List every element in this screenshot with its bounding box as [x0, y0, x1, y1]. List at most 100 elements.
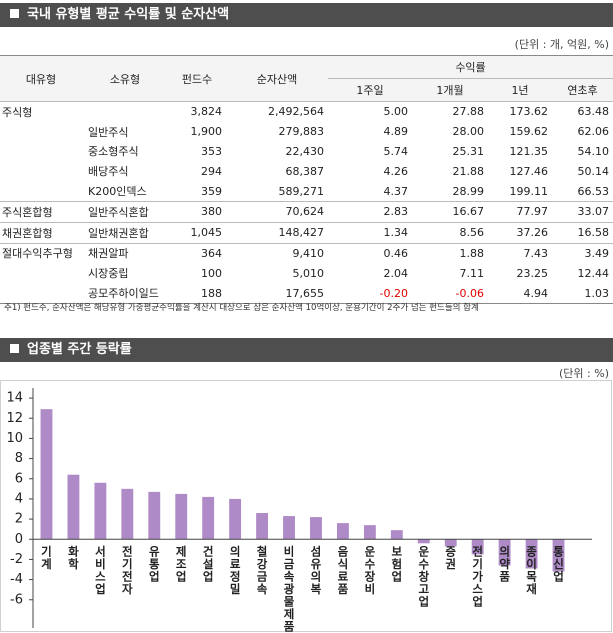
- value-cell: 25.31: [452, 144, 485, 158]
- bar: [121, 488, 134, 540]
- x-tick-label: 종이목재: [525, 545, 539, 595]
- value-cell: 23.25: [516, 266, 549, 280]
- column-header: 연초후: [552, 78, 613, 102]
- value-cell: 1,045: [168, 221, 226, 244]
- y-tick-label: 6: [15, 471, 23, 486]
- value-cell: 5.74: [383, 144, 409, 158]
- column-header: 1개월: [412, 78, 488, 102]
- x-tick-label: 철강금속: [255, 544, 269, 595]
- subtype-cell: [82, 100, 168, 122]
- y-tick-label: 12: [6, 411, 23, 426]
- y-tick-label: 4: [15, 491, 23, 506]
- subtype-cell: 중소형주식: [88, 145, 139, 159]
- y-tick-label: 8: [15, 451, 23, 466]
- value-cell: 127.46: [509, 164, 549, 178]
- footnote: 주1) 펀드수, 순자산액은 해당유형 가중평균수익률을 계산시 대상으로 삼은…: [4, 303, 479, 313]
- value-cell: 12.44: [577, 266, 610, 280]
- bar: [40, 409, 53, 540]
- x-tick-label: 화학: [66, 544, 80, 570]
- value-cell: 17,655: [226, 283, 328, 304]
- x-tick-label: 운수장비: [363, 545, 377, 595]
- unit-label: (단위 : %): [559, 367, 609, 380]
- value-cell: 66.53: [577, 184, 610, 198]
- value-cell: 1,900: [190, 125, 223, 139]
- value-cell: 121.35: [509, 144, 549, 158]
- returns-table: 대유형 소유형 펀드수 순자산액 수익률 1주일 1개월 1년 연초후 주식형 3…: [0, 55, 613, 304]
- bar: [552, 539, 565, 572]
- value-cell: 9,410: [226, 242, 328, 264]
- value-cell: 62.06: [577, 125, 610, 139]
- value-cell: 5,010: [292, 266, 325, 280]
- unit-label: (단위 : 개, 억원, %): [514, 38, 609, 51]
- value-cell: 159.62: [509, 125, 549, 139]
- bar: [363, 525, 376, 540]
- value-cell: 27.88: [412, 100, 488, 122]
- value-cell: 33.07: [552, 200, 613, 223]
- bar: [148, 491, 161, 540]
- column-header: 대유형: [0, 55, 82, 102]
- value-cell: 2.04: [383, 266, 409, 280]
- value-cell: 364: [168, 242, 226, 264]
- value-cell: 3,824: [168, 100, 226, 122]
- column-header: 소유형: [82, 55, 168, 102]
- value-cell: 77.97: [488, 200, 552, 223]
- value-cell: -0.20: [328, 283, 412, 304]
- bar: [256, 513, 269, 540]
- x-tick-label: 보험업: [390, 545, 404, 583]
- subtype-cell: 채권알파: [82, 242, 168, 264]
- y-tick-label: 10: [6, 431, 23, 446]
- value-cell: 50.14: [577, 164, 610, 178]
- column-header: 1주일: [328, 78, 412, 102]
- column-group-header: 수익률: [328, 55, 613, 79]
- value-cell: 2.83: [328, 200, 412, 223]
- bar: [525, 539, 538, 569]
- value-cell: 54.10: [577, 144, 610, 158]
- value-cell: 188: [168, 283, 226, 304]
- bar: [444, 539, 457, 547]
- bar: [498, 539, 511, 566]
- category-cell: [0, 181, 82, 201]
- x-tick-label: 섬유의복: [309, 544, 323, 595]
- value-cell: 37.26: [488, 221, 552, 244]
- column-header: 1년: [488, 78, 552, 102]
- value-cell: 68,387: [285, 164, 325, 178]
- category-cell: [0, 142, 82, 162]
- category-cell: [0, 122, 82, 142]
- subtype-cell: K200인덱스: [88, 185, 147, 199]
- bar: [67, 474, 80, 540]
- table-row: 일반주식 1,900 279,883 4.89 28.00 159.62 62.06: [0, 122, 613, 142]
- section-header: 국내 유형별 평균 수익률 및 순자산액: [0, 3, 613, 27]
- table-row: 주식혼합형 일반주식혼합 380 70,624 2.83 16.67 77.97 33.07: [0, 200, 613, 223]
- x-tick-label: 의약품: [498, 544, 512, 582]
- category-cell: [0, 263, 82, 283]
- section-title: 업종별 주간 등락률: [27, 342, 132, 357]
- value-cell: 28.00: [452, 125, 485, 139]
- table-row: 절대수익추구형 채권알파 364 9,410 0.46 1.88 7.43 3.49: [0, 242, 613, 264]
- category-cell: [0, 283, 82, 304]
- chart-frame: [0, 380, 612, 632]
- bar: [417, 539, 430, 544]
- value-cell: 380: [168, 200, 226, 223]
- subtype-cell: 일반주식: [88, 125, 129, 139]
- table-row: 시장중립 100 5,010 2.04 7.11 23.25 12.44: [0, 263, 613, 283]
- value-cell: 359: [201, 184, 222, 198]
- value-cell: 7.11: [459, 266, 485, 280]
- value-cell: 173.62: [488, 100, 552, 122]
- value-cell: 4.89: [383, 125, 409, 139]
- value-cell: 8.56: [412, 221, 488, 244]
- table-row: 공모주하이일드 188 17,655 -0.20 -0.06 4.94 1.03: [0, 283, 613, 304]
- value-cell: 1.03: [552, 283, 613, 304]
- chart: -6 -4 -2 0 2 4 6 8 10 12 14 기계 화학 서비스업 전기전자 유통업 제조업 건설업 의료…: [0, 380, 612, 633]
- x-tick-label: 서비스업: [93, 544, 107, 595]
- y-tick-label: -4: [10, 572, 23, 587]
- column-header: 순자산액: [226, 55, 328, 102]
- value-cell: 16.58: [552, 221, 613, 244]
- bar: [175, 493, 188, 540]
- value-cell: 353: [201, 144, 222, 158]
- x-tick-label: 유통업: [147, 545, 161, 583]
- value-cell: 279,883: [278, 125, 325, 139]
- category-cell: [0, 161, 82, 181]
- x-tick-label: 건설업: [201, 544, 215, 582]
- x-tick-label: 음식료품: [336, 545, 350, 595]
